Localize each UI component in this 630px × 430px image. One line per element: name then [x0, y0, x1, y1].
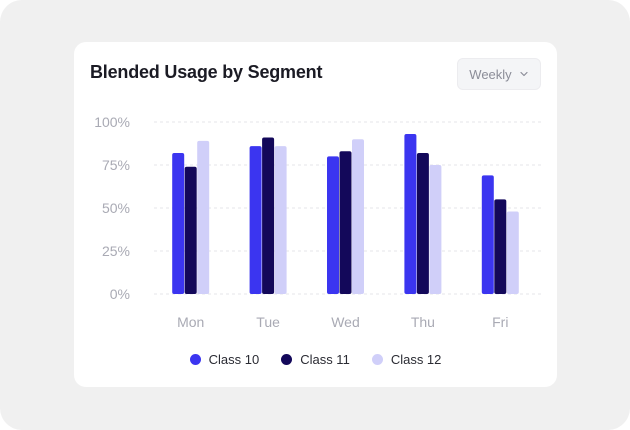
legend-item-class-10[interactable]: Class 10: [189, 352, 260, 367]
x-tick-label: Wed: [331, 314, 360, 330]
legend-swatch-class-11: [281, 354, 293, 365]
y-tick-label: 50%: [102, 200, 130, 216]
y-tick-label: 25%: [102, 243, 130, 259]
y-tick-label: 100%: [94, 114, 130, 130]
legend-item-class-12[interactable]: Class 12: [371, 352, 442, 367]
chart-legend: Class 10 Class 11 Class 12: [74, 352, 557, 367]
bar-class-12-fri: [506, 211, 519, 294]
legend-label-class-11: Class 11: [300, 352, 350, 367]
bar-class-12-tue: [274, 146, 287, 294]
bar-class-11-wed: [339, 151, 352, 294]
legend-item-class-11[interactable]: Class 11: [281, 352, 350, 367]
chevron-down-icon: [520, 71, 528, 77]
x-tick-label: Tue: [256, 314, 280, 330]
x-tick-label: Fri: [492, 314, 508, 330]
legend-label-class-10: Class 10: [208, 352, 260, 367]
bar-class-12-mon: [197, 140, 210, 294]
bar-class-12-thu: [429, 165, 442, 294]
bar-class-10-fri: [481, 175, 494, 294]
y-tick-label: 75%: [102, 157, 130, 173]
bar-class-10-tue: [249, 146, 262, 294]
bar-class-10-thu: [404, 134, 417, 294]
period-dropdown-value: Weekly: [469, 66, 512, 82]
chart-card: Blended Usage by Segment Weekly 0% 25% 50%…: [74, 42, 557, 387]
bar-class-12-wed: [352, 139, 364, 294]
period-dropdown[interactable]: Weekly: [457, 58, 541, 90]
x-tick-label: Thu: [411, 314, 435, 330]
bar-class-11-thu: [416, 152, 429, 294]
chart-title: Blended Usage by Segment: [90, 62, 323, 82]
bar-class-11-tue: [262, 137, 275, 294]
bar-class-11-mon: [184, 166, 197, 294]
legend-swatch-class-10: [189, 354, 201, 365]
bar-class-10-wed: [327, 156, 339, 294]
y-tick-label: 0%: [110, 286, 130, 302]
bar-chart: 0% 25% 50% 75% 100% Mon Tue Wed Thu Fri: [94, 114, 541, 330]
x-tick-label: Mon: [177, 314, 204, 330]
legend-swatch-class-12: [371, 354, 383, 365]
bar-class-10-mon: [172, 152, 185, 294]
bar-class-11-fri: [494, 199, 507, 294]
legend-label-class-12: Class 12: [390, 352, 442, 367]
